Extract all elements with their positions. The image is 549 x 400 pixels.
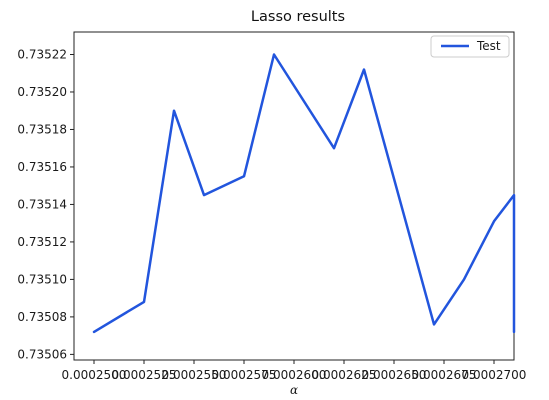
y-tick-label: 0.73506 xyxy=(17,347,67,361)
y-tick-label: 0.73520 xyxy=(17,85,67,99)
y-tick-label: 0.73516 xyxy=(17,160,67,174)
x-tick-label: 0.0002575 xyxy=(212,368,277,382)
x-tick-label: 0.0002625 xyxy=(312,368,377,382)
x-tick-label: 0.0002500 xyxy=(62,368,127,382)
x-tick-label: 0.0002650 xyxy=(362,368,427,382)
series-layer xyxy=(92,53,516,334)
y-tick-label: 0.73514 xyxy=(17,197,67,211)
y-tick-label: 0.73522 xyxy=(17,47,67,61)
y-tick-label: 0.73508 xyxy=(17,310,67,324)
legend-box xyxy=(430,35,510,58)
y-tick-label: 0.73518 xyxy=(17,122,67,136)
y-tick-label: 0.73510 xyxy=(17,272,67,286)
chart-title: Lasso results xyxy=(251,9,345,25)
x-tick-label: 0.0002700 xyxy=(462,368,527,382)
x-tick-label: 0.0002550 xyxy=(162,368,227,382)
x-tick-label: 0.0002525 xyxy=(112,368,177,382)
y-tick-label: 0.73512 xyxy=(17,235,67,249)
x-tick-label: 0.0002600 xyxy=(262,368,327,382)
x-axis: 0.00025000.00025250.00025500.00025750.00… xyxy=(62,360,527,382)
x-tick-label: 0.0002675 xyxy=(412,368,477,382)
x-axis-label: α xyxy=(290,383,298,397)
legend-label: Test xyxy=(476,39,501,53)
series-line-test xyxy=(92,53,516,334)
y-axis: 0.73506 0.73508 0.73510 0.73512 0.73514 0.735… xyxy=(17,47,74,361)
plot-area xyxy=(73,31,515,361)
legend: Test xyxy=(430,35,510,58)
